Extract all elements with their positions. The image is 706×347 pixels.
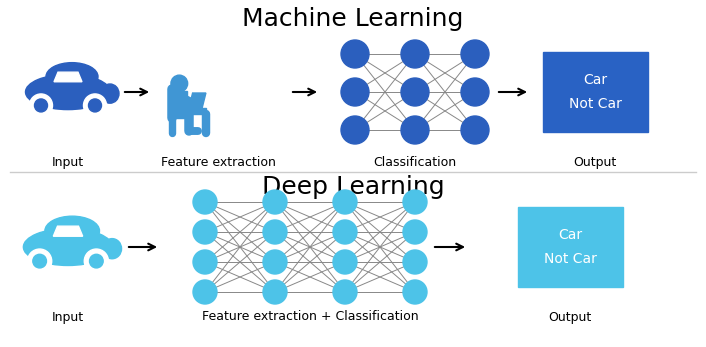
Text: Deep Learning: Deep Learning bbox=[262, 175, 444, 199]
Circle shape bbox=[333, 220, 357, 244]
Ellipse shape bbox=[23, 229, 113, 265]
Circle shape bbox=[193, 220, 217, 244]
Polygon shape bbox=[183, 108, 206, 114]
Ellipse shape bbox=[46, 63, 98, 91]
Circle shape bbox=[84, 249, 109, 273]
Text: Input: Input bbox=[52, 311, 84, 323]
Text: Output: Output bbox=[573, 155, 616, 169]
Text: Input: Input bbox=[52, 155, 84, 169]
Circle shape bbox=[193, 250, 217, 274]
Circle shape bbox=[263, 220, 287, 244]
Ellipse shape bbox=[102, 239, 121, 259]
Circle shape bbox=[461, 116, 489, 144]
Text: Feature extraction: Feature extraction bbox=[160, 155, 275, 169]
Circle shape bbox=[341, 116, 369, 144]
Text: Machine Learning: Machine Learning bbox=[242, 7, 464, 31]
Circle shape bbox=[403, 220, 427, 244]
Circle shape bbox=[403, 250, 427, 274]
Circle shape bbox=[193, 190, 217, 214]
Text: Feature extraction + Classification: Feature extraction + Classification bbox=[202, 311, 419, 323]
Bar bbox=[517, 207, 623, 287]
Text: Output: Output bbox=[549, 311, 592, 323]
Circle shape bbox=[341, 40, 369, 68]
Circle shape bbox=[461, 78, 489, 106]
Circle shape bbox=[263, 280, 287, 304]
Text: Not Car: Not Car bbox=[568, 97, 621, 111]
Text: Not Car: Not Car bbox=[544, 252, 597, 266]
Polygon shape bbox=[53, 226, 83, 236]
Circle shape bbox=[461, 40, 489, 68]
Circle shape bbox=[90, 254, 103, 268]
Ellipse shape bbox=[25, 74, 111, 110]
Polygon shape bbox=[172, 91, 187, 110]
Circle shape bbox=[333, 280, 357, 304]
Circle shape bbox=[341, 78, 369, 106]
Circle shape bbox=[35, 99, 47, 112]
Circle shape bbox=[30, 94, 52, 117]
Text: Classification: Classification bbox=[373, 155, 457, 169]
Circle shape bbox=[401, 40, 429, 68]
Bar bbox=[542, 52, 647, 132]
Circle shape bbox=[263, 190, 287, 214]
Ellipse shape bbox=[45, 216, 100, 246]
Circle shape bbox=[263, 250, 287, 274]
Text: Car: Car bbox=[558, 228, 582, 242]
Circle shape bbox=[403, 280, 427, 304]
Circle shape bbox=[83, 94, 107, 117]
Circle shape bbox=[403, 190, 427, 214]
Circle shape bbox=[333, 190, 357, 214]
Circle shape bbox=[193, 280, 217, 304]
Polygon shape bbox=[189, 93, 206, 108]
Circle shape bbox=[401, 116, 429, 144]
Circle shape bbox=[28, 249, 52, 273]
Ellipse shape bbox=[101, 84, 119, 103]
Circle shape bbox=[32, 254, 47, 268]
Polygon shape bbox=[172, 110, 189, 118]
Circle shape bbox=[88, 99, 102, 112]
Circle shape bbox=[401, 78, 429, 106]
Polygon shape bbox=[54, 72, 82, 82]
Text: Car: Car bbox=[583, 73, 607, 87]
Circle shape bbox=[333, 250, 357, 274]
Circle shape bbox=[171, 75, 188, 92]
